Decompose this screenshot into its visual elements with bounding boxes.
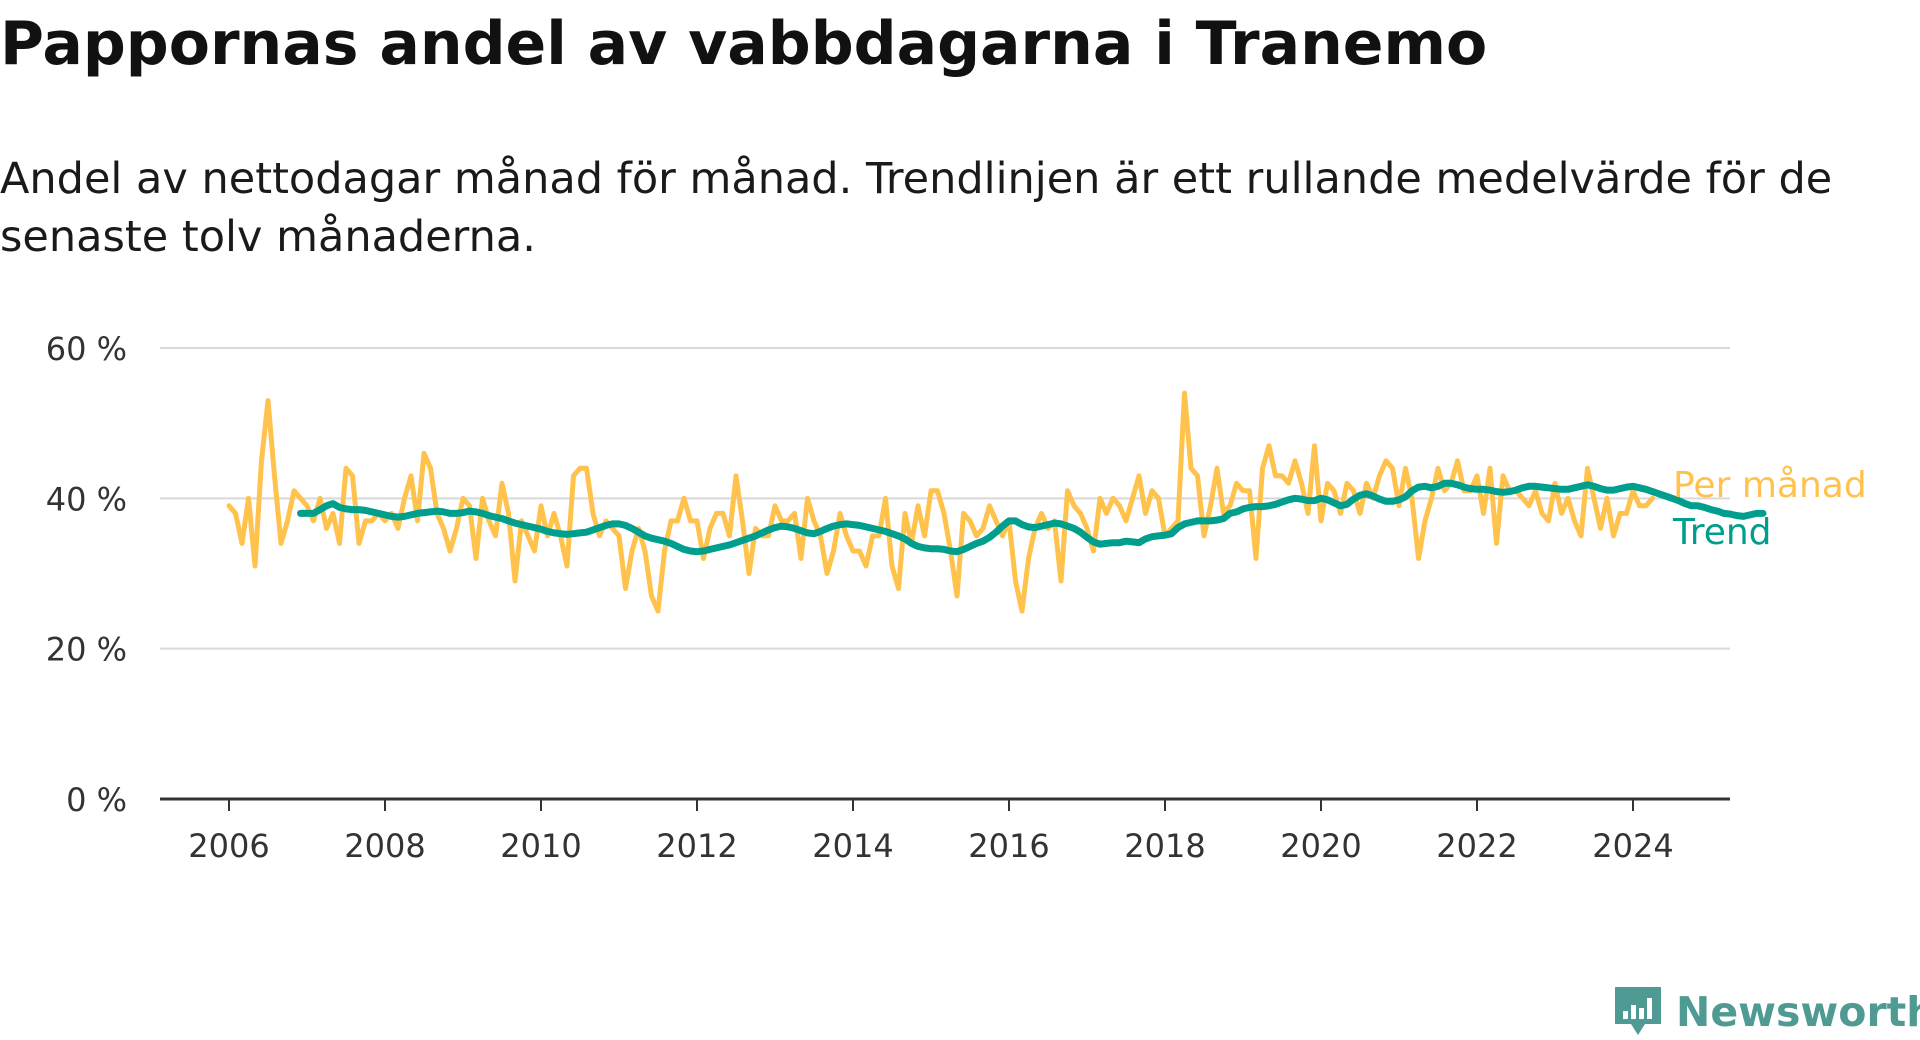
x-tick-label: 2024 xyxy=(1592,827,1673,865)
series-line-trend xyxy=(297,479,1767,556)
x-tick-label: 2010 xyxy=(500,827,581,865)
chart-title: Pappornas andel av vabbdagarna i Tranemo xyxy=(0,9,1488,79)
x-tick-label: 2020 xyxy=(1280,827,1361,865)
series-line-per-manad xyxy=(226,390,1655,614)
series-label-per-manad: Per månad xyxy=(1673,465,1867,506)
x-tick-label: 2014 xyxy=(812,827,893,865)
newsworthy-logo: Newsworthy xyxy=(1612,984,1920,1040)
y-tick-label: 60 % xyxy=(46,330,127,368)
x-tick-label: 2018 xyxy=(1124,827,1205,865)
series-labels: Per månad Trend xyxy=(1672,465,1867,553)
y-axis: 0 % 20 % 40 % 60 % xyxy=(46,330,127,819)
newsworthy-bar-chart-icon xyxy=(1615,987,1661,1035)
y-tick-label: 0 % xyxy=(66,781,127,819)
chart-subtitle: Andel av nettodagar månad för månad. Tre… xyxy=(0,154,1833,262)
x-axis: 2006 2008 2010 2012 2014 2016 2018 2020 2022 2024 xyxy=(160,797,1730,865)
x-tick-label: 2022 xyxy=(1436,827,1517,865)
y-tick-label: 20 % xyxy=(46,631,127,669)
y-tick-label: 40 % xyxy=(46,480,127,518)
series-lines xyxy=(226,390,1767,614)
x-tick-label: 2006 xyxy=(188,827,269,865)
x-tick-label: 2012 xyxy=(656,827,737,865)
x-tick-label: 2008 xyxy=(344,827,425,865)
x-tick-label: 2016 xyxy=(968,827,1049,865)
brand-name: Newsworthy xyxy=(1676,988,1920,1036)
series-label-trend: Trend xyxy=(1672,512,1772,553)
